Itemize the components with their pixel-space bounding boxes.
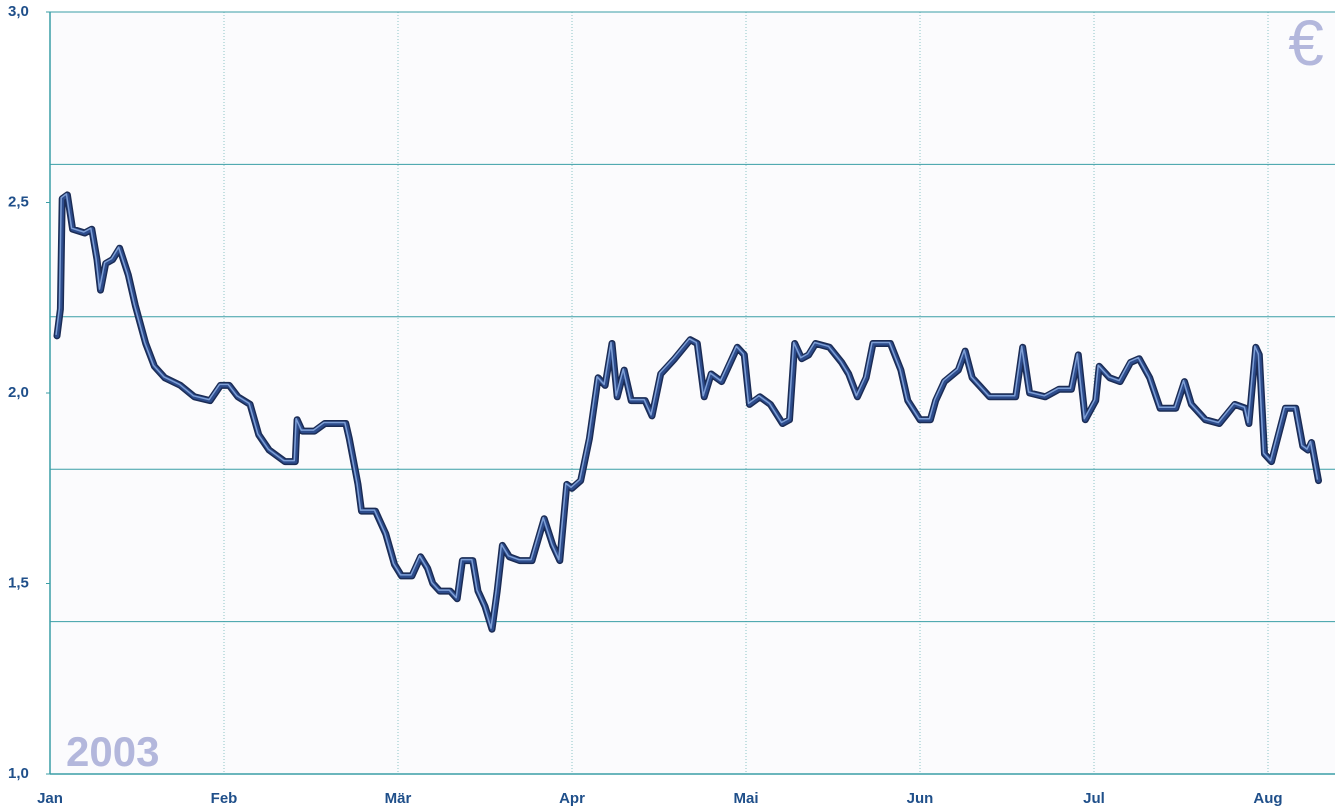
year-annotation: 2003	[66, 728, 159, 775]
line-highlight	[55, 193, 1319, 629]
x-tick-label: Jun	[907, 790, 934, 807]
x-tick-label: Jul	[1083, 790, 1105, 807]
currency-symbol: €	[1288, 7, 1324, 79]
x-tick-label: Jan	[37, 790, 63, 807]
y-tick-label: 1,5	[8, 574, 29, 591]
y-tick-label: 1,0	[8, 765, 29, 782]
y-tick-label: 3,0	[8, 3, 29, 20]
y-tick-label: 2,0	[8, 384, 29, 401]
plot-area	[50, 12, 1335, 774]
x-tick-label: Apr	[559, 790, 585, 807]
x-tick-label: Mär	[385, 790, 412, 807]
x-tick-label: Aug	[1253, 790, 1282, 807]
x-tick-label: Feb	[211, 790, 238, 807]
y-tick-label: 2,5	[8, 193, 29, 210]
x-tick-label: Mai	[733, 790, 758, 807]
